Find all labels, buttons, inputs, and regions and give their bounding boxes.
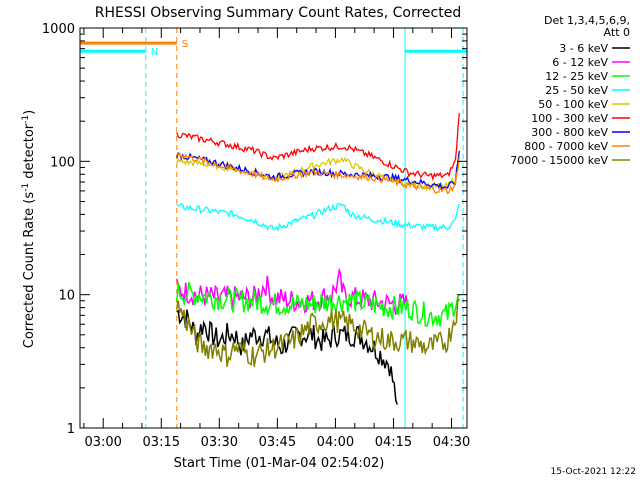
legend-label: 6 - 12 keV [552,56,608,69]
flag-label-n: N [151,47,158,58]
legend-label: 800 - 7000 keV [524,140,608,153]
x-tick-label: 03:30 [201,435,238,450]
series-line-8 [176,296,460,367]
series-line-2 [176,281,460,328]
y-tick-label: 1 [67,422,75,437]
y-tick-label: 1000 [42,22,75,37]
plot-area: SN [80,28,467,428]
series-line-6 [176,150,460,190]
timestamp-footer: 15-Oct-2021 12:22 [551,467,636,477]
legend-label: 50 - 100 keV [538,98,608,111]
legend-label: 300 - 800 keV [531,126,608,139]
x-tick-label: 04:15 [375,435,412,450]
legend-label: 12 - 25 keV [545,70,608,83]
axes: 1 10 100 1000 03:00 03:15 03:30 03:45 04:00 04:15… [42,22,470,450]
flag-label-s: S [182,39,188,50]
series-line-7 [176,152,460,195]
y-tick-label: 10 [58,289,75,304]
chart-title: RHESSI Observing Summary Count Rates, Co… [95,5,461,21]
y-tick-label: 100 [50,155,75,170]
x-tick-label: 03:45 [259,435,296,450]
x-tick-label: 04:00 [317,435,354,450]
x-tick-label: 03:15 [143,435,180,450]
legend-label: 3 - 6 keV [559,42,608,55]
x-tick-label: 04:30 [433,435,470,450]
legend-label: 100 - 300 keV [531,112,608,125]
series-line-5 [176,113,460,182]
y-axis-label: Corrected Count Rate (s-1 detector-1) [21,110,37,348]
series-line-0 [176,309,399,405]
legend-label: 7000 - 15000 keV [510,154,608,167]
legend-header: Att 0 [604,26,630,39]
legend-header: Det 1,3,4,5,6,9, [544,14,630,27]
series-line-3 [176,203,460,232]
x-axis-label: Start Time (01-Mar-04 02:54:02) [174,456,385,471]
plot-frame [79,27,468,429]
x-tick-label: 03:00 [84,435,121,450]
legend-label: 25 - 50 keV [545,84,608,97]
